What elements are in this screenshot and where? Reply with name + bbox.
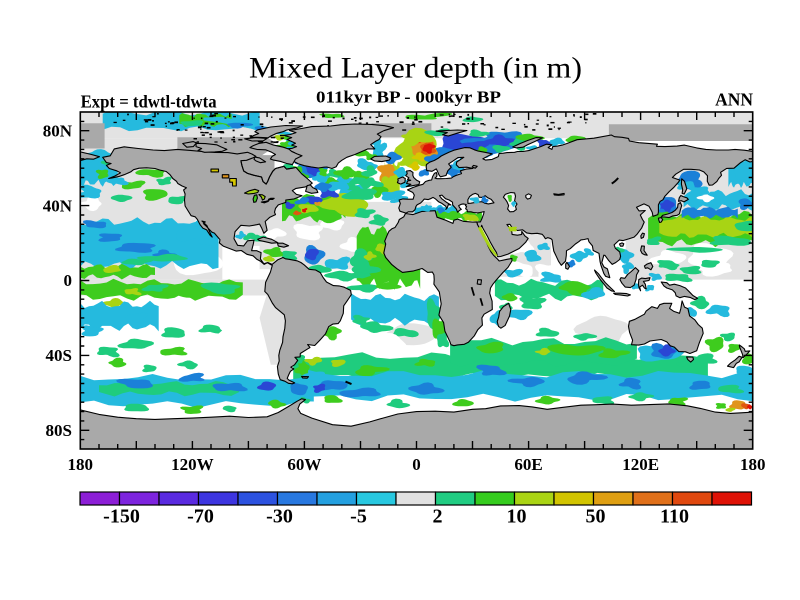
svg-text:10: 10 (507, 506, 527, 528)
svg-text:-70: -70 (187, 506, 214, 528)
svg-text:-5: -5 (350, 506, 367, 528)
svg-text:80N: 80N (43, 121, 73, 140)
svg-text:-30: -30 (266, 506, 293, 528)
svg-text:60E: 60E (514, 455, 542, 474)
svg-text:120W: 120W (171, 455, 214, 474)
svg-text:Expt = tdwtl-tdwta: Expt = tdwtl-tdwta (81, 92, 217, 112)
svg-text:0: 0 (412, 455, 421, 474)
svg-text:011kyr BP - 000kyr BP: 011kyr BP - 000kyr BP (316, 88, 501, 107)
svg-text:-150: -150 (103, 506, 140, 528)
svg-text:80S: 80S (46, 421, 72, 440)
svg-text:2: 2 (433, 506, 443, 528)
svg-text:40N: 40N (43, 196, 73, 215)
svg-text:Mixed Layer depth (in m): Mixed Layer depth (in m) (249, 52, 582, 85)
svg-text:120E: 120E (622, 455, 659, 474)
svg-text:0: 0 (64, 271, 73, 290)
svg-text:40S: 40S (46, 346, 72, 365)
svg-text:180: 180 (68, 455, 94, 474)
svg-text:ANN: ANN (715, 89, 753, 109)
svg-text:60W: 60W (287, 455, 321, 474)
svg-text:50: 50 (586, 506, 606, 528)
svg-text:110: 110 (660, 506, 689, 528)
svg-text:180: 180 (740, 455, 766, 474)
